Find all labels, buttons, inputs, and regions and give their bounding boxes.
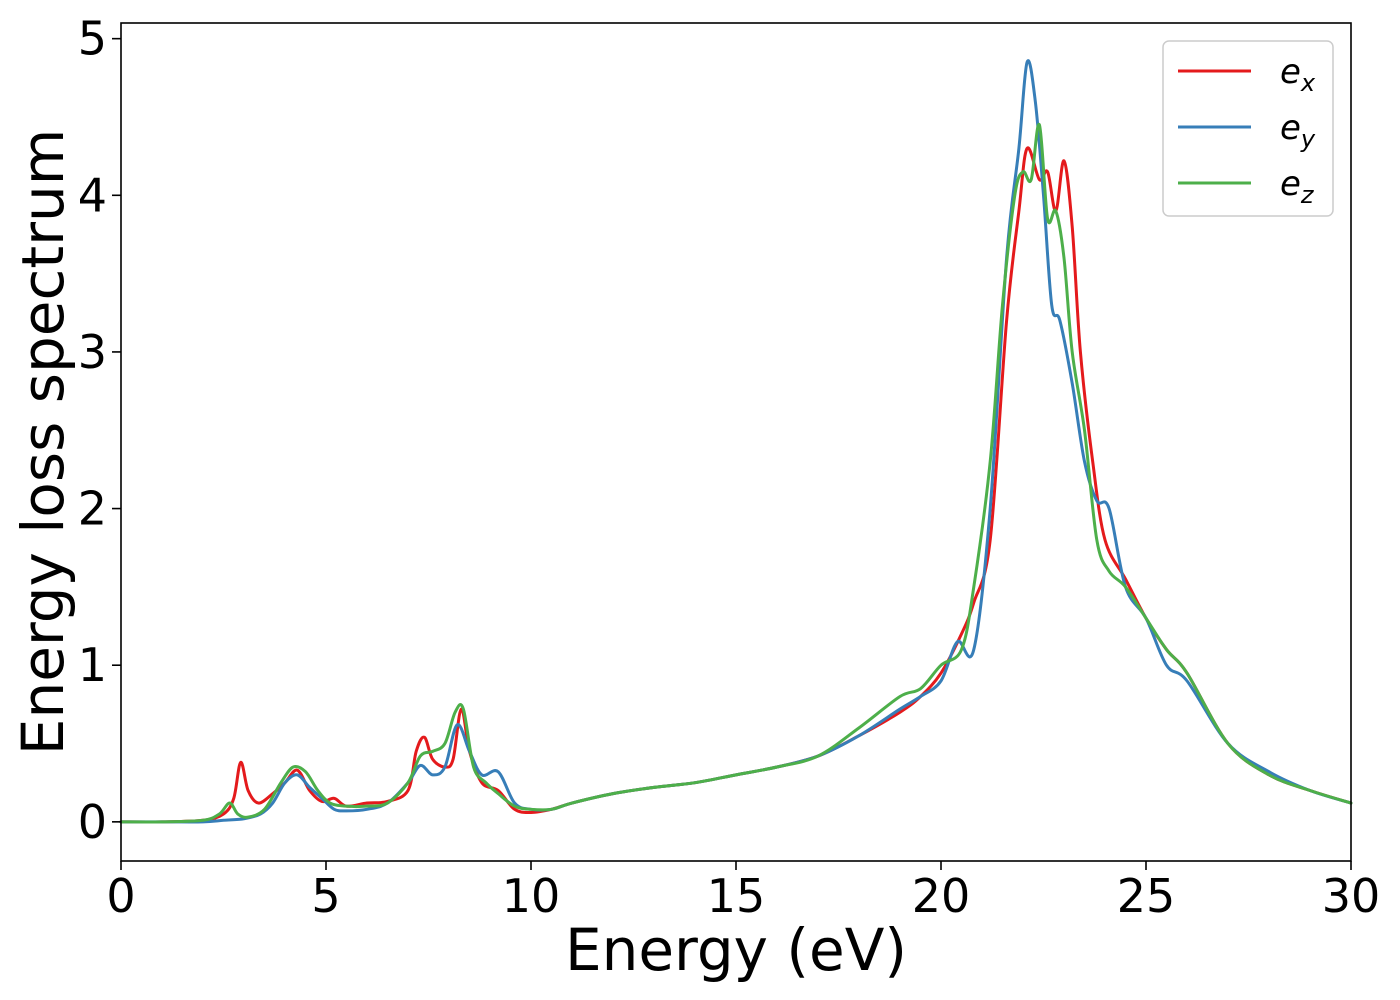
legend-label-x: ex — [1280, 52, 1316, 97]
legend-items: ex ey ez — [1178, 52, 1316, 209]
y-tick-label: 0 — [78, 795, 107, 849]
x-tick-label: 10 — [502, 869, 561, 923]
x-tick-label: 15 — [707, 869, 766, 923]
x-tick-label: 20 — [912, 869, 971, 923]
y-tick-label: 1 — [78, 638, 107, 692]
y-tick-label: 3 — [78, 325, 107, 379]
x-tick-label: 5 — [311, 869, 340, 923]
x-axis-label: Energy (eV) — [565, 916, 907, 984]
y-axis-ticks: 0 1 2 3 4 5 — [78, 12, 121, 849]
y-tick-label: 2 — [78, 482, 107, 536]
x-tick-label: 0 — [106, 869, 135, 923]
series-line-z — [119, 123, 1353, 824]
series-layer — [119, 59, 1353, 824]
y-tick-label: 4 — [78, 168, 107, 222]
y-tick-label: 5 — [78, 12, 107, 66]
legend-label-z: ez — [1280, 164, 1315, 209]
y-axis-label: Energy loss spectrum — [9, 129, 77, 755]
x-tick-label: 30 — [1322, 869, 1381, 923]
legend: ex ey ez — [1162, 40, 1334, 217]
legend-label-y: ey — [1280, 108, 1316, 153]
x-tick-label: 25 — [1117, 869, 1176, 923]
x-axis-ticks: 0 5 10 15 20 25 30 — [106, 861, 1380, 923]
